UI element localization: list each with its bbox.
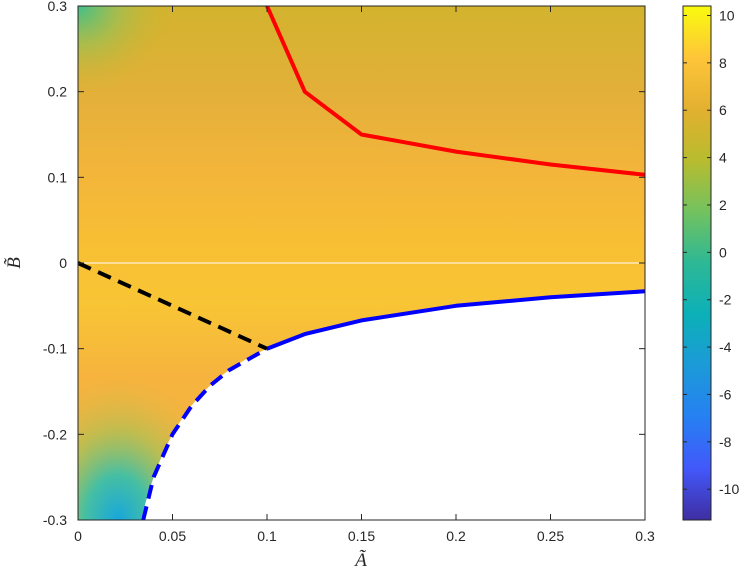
x-tick-label: 0.1 (257, 528, 277, 544)
y-tick-label: 0.1 (48, 169, 68, 185)
x-tick-label: 0.15 (348, 528, 375, 544)
y-tick-label: -0.2 (43, 426, 67, 442)
colorbar-tick-label: -2 (719, 292, 732, 308)
colorbar: 10 8 6 4 2 0 -2 -4 -6 -8 -10 (682, 5, 739, 521)
x-axis-title: Ã (353, 550, 367, 571)
x-tick-label: 0.05 (159, 528, 186, 544)
colorbar-tick-label: -8 (719, 434, 732, 450)
y-tick-label: 0 (59, 255, 67, 271)
series-line-4 (78, 261, 268, 351)
colorbar-tick-label: 8 (719, 55, 727, 71)
x-tick-label: 0.3 (635, 528, 655, 544)
y-tick-label: -0.1 (43, 341, 67, 357)
colorbar-tick-label: -4 (719, 339, 732, 355)
y-axis: -0.3 -0.2 -0.1 0 0.1 0.2 0.3 (43, 0, 645, 528)
colorbar-tick-label: -10 (719, 481, 739, 497)
x-tick-label: 0 (74, 528, 82, 544)
colorbar-frame (682, 5, 712, 521)
colorbar-ticks: 10 8 6 4 2 0 -2 -4 -6 -8 -10 (683, 7, 739, 497)
colorbar-tick-label: 10 (719, 7, 735, 23)
series-line-3 (141, 346, 268, 520)
colorbar-gradient (683, 6, 711, 520)
y-tick-label: -0.3 (43, 512, 67, 528)
y-tick-label: 0.2 (48, 84, 68, 100)
colorbar-tick-label: 0 (719, 244, 727, 260)
colorbar-tick-label: 4 (719, 150, 727, 166)
curves-layer (78, 6, 645, 520)
y-axis-title: B̃ (4, 257, 25, 269)
x-tick-label: 0.2 (446, 528, 466, 544)
colorbar-tick-label: 6 (719, 102, 727, 118)
series-line-1 (265, 6, 645, 177)
y-tick-label: 0.3 (48, 0, 68, 14)
colorbar-tick-label: 2 (719, 197, 727, 213)
colorbar-tick-label: -6 (719, 386, 732, 402)
x-axis: 0 0.05 0.1 0.15 0.2 0.25 0.3 (74, 6, 655, 544)
x-tick-label: 0.25 (537, 528, 564, 544)
series-line-2 (266, 289, 645, 351)
